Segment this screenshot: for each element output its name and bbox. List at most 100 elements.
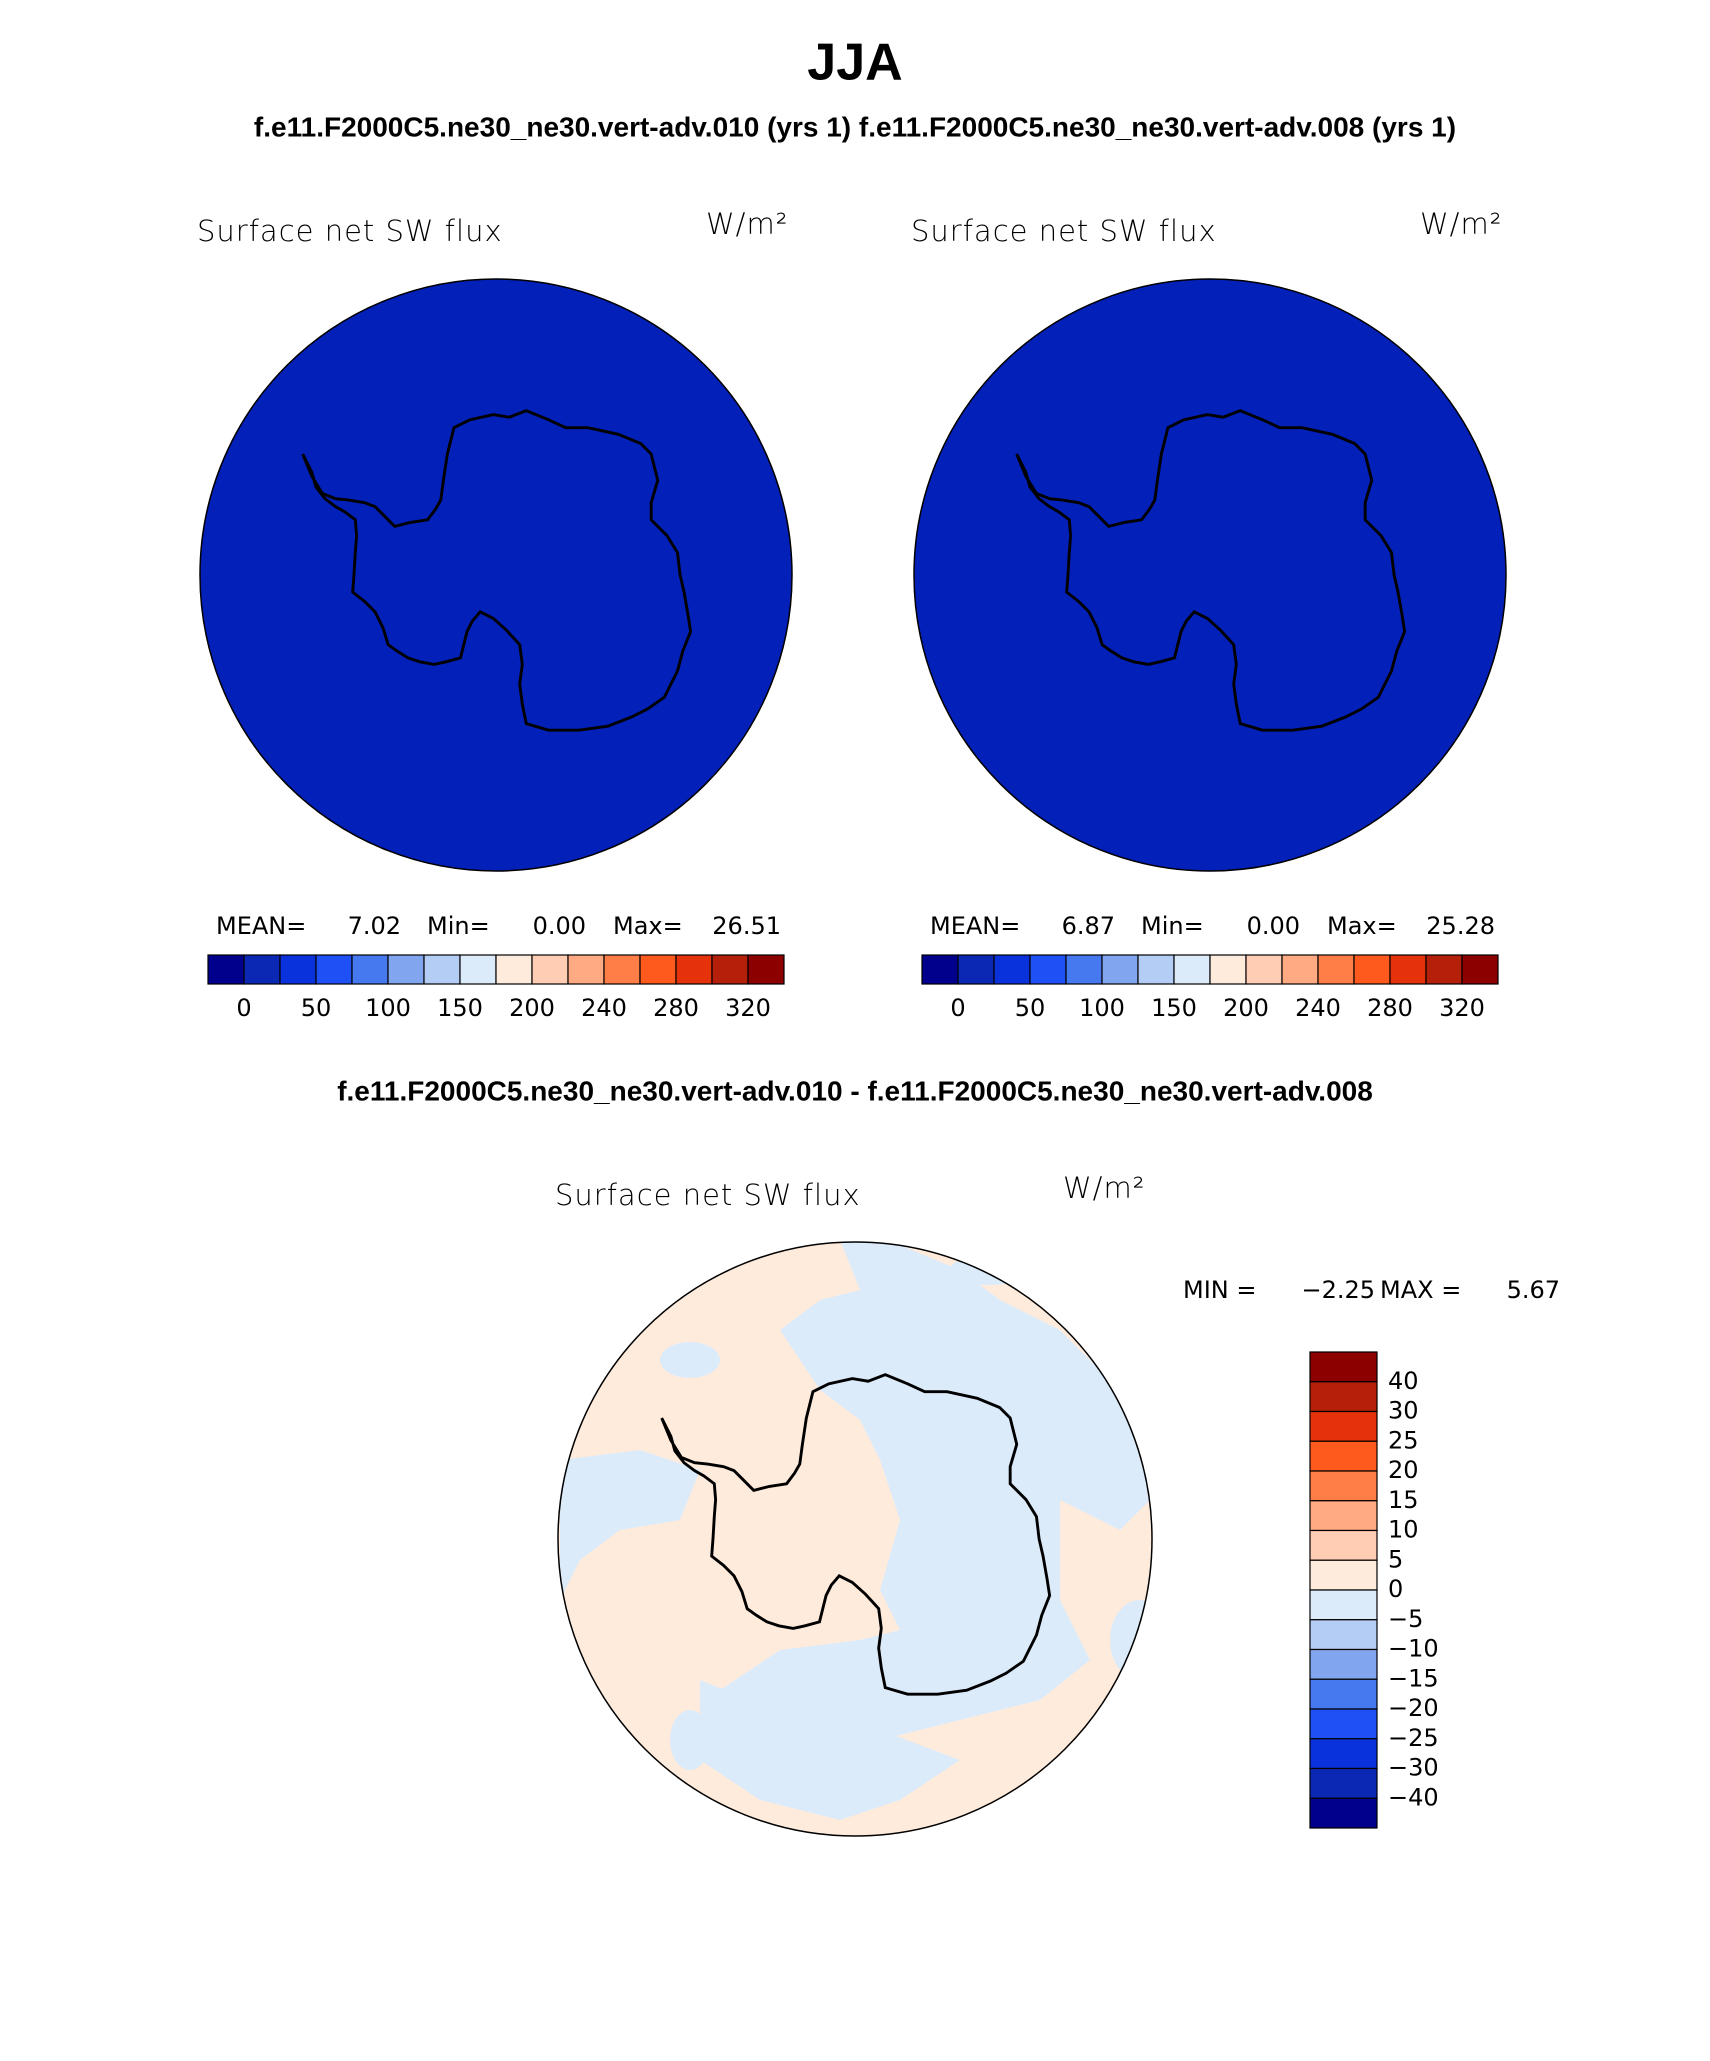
colorbar-label: −30	[1388, 1754, 1439, 1782]
stat-label: Max=	[1327, 912, 1397, 940]
colorbar-label: 40	[1388, 1367, 1419, 1395]
colorbar-box	[423, 954, 461, 985]
colorbar-box	[1309, 1500, 1378, 1532]
colorbar-box	[1309, 1351, 1378, 1383]
colorbar-label: 10	[1388, 1516, 1419, 1544]
colorbar-box	[921, 954, 959, 985]
colorbar-label: 320	[725, 994, 771, 1022]
colorbar-label: 50	[1015, 994, 1046, 1022]
colorbar-box	[1065, 954, 1103, 985]
colorbar-box	[1309, 1678, 1378, 1710]
colorbar-box	[1309, 1767, 1378, 1799]
colorbar-label: 240	[581, 994, 627, 1022]
colorbar-box	[675, 954, 713, 985]
colorbar-box	[1317, 954, 1355, 985]
colorbar-box	[1309, 1529, 1378, 1561]
colorbar-box	[1309, 1708, 1378, 1740]
difference-panel: Surface net SW flux W/m² MIN = −2.25 MAX…	[555, 1171, 1560, 1837]
difference-title: f.e11.F2000C5.ne30_ne30.vert-adv.010 - f…	[337, 1075, 1373, 1106]
stat-value: 25.28	[1426, 912, 1495, 940]
colorbar-box	[1309, 1648, 1378, 1680]
colorbar-label: 50	[301, 994, 332, 1022]
stat-label: MEAN=	[930, 912, 1020, 940]
panel-label: Surface net SW flux	[555, 1178, 861, 1212]
units: W/m²	[1063, 1171, 1145, 1205]
colorbar-box	[531, 954, 569, 985]
colorbar-label: 150	[437, 994, 483, 1022]
colorbar-label: 20	[1388, 1456, 1419, 1484]
colorbar-box	[1281, 954, 1319, 985]
colorbar-label: 25	[1388, 1426, 1419, 1454]
stat-value: 7.02	[348, 912, 401, 940]
colorbar-label: −40	[1388, 1783, 1439, 1811]
colorbar-box	[495, 954, 533, 985]
colorbar-label: 280	[1367, 994, 1413, 1022]
panel-label: Surface net SW flux	[197, 214, 503, 248]
colorbar-label: 15	[1388, 1486, 1419, 1514]
colorbar-label: 150	[1151, 994, 1197, 1022]
stat-value: 6.87	[1062, 912, 1115, 940]
colorbar-box	[1309, 1559, 1378, 1591]
panel: Surface net SW flux W/m² MEAN= 6.87 Min=…	[911, 207, 1507, 940]
map	[913, 278, 1507, 872]
colorbar-box	[711, 954, 749, 985]
colorbar-box	[993, 954, 1031, 985]
colorbar-label: 5	[1388, 1545, 1403, 1573]
stat-label: Max=	[613, 912, 683, 940]
colorbar-label: 100	[1079, 994, 1125, 1022]
colorbar-box	[603, 954, 641, 985]
colorbar-box	[1209, 954, 1247, 985]
panel: Surface net SW flux W/m² MEAN= 7.02 Min=…	[197, 207, 793, 940]
colorbar-box	[1425, 954, 1463, 985]
colorbar-label: 320	[1439, 994, 1485, 1022]
colorbar-box	[387, 954, 425, 985]
colorbar-box	[351, 954, 389, 985]
stat-value: 26.51	[712, 912, 781, 940]
colorbar-label: 0	[236, 994, 251, 1022]
colorbar-box	[1389, 954, 1427, 985]
colorbar-box	[1309, 1797, 1378, 1829]
stat-label: MAX =	[1380, 1276, 1461, 1304]
colorbar-box	[279, 954, 317, 985]
colorbar-box	[1137, 954, 1175, 985]
colorbar-label: −5	[1388, 1605, 1423, 1633]
colorbar-box	[1309, 1440, 1378, 1472]
colorbar-label: −15	[1388, 1664, 1439, 1692]
units: W/m²	[706, 207, 788, 241]
colorbar-label: 240	[1295, 994, 1341, 1022]
colorbar-box	[1101, 954, 1139, 985]
colorbar-box	[1353, 954, 1391, 985]
colorbar-box	[1461, 954, 1499, 985]
colorbar-label: 30	[1388, 1397, 1419, 1425]
colorbar-label: −20	[1388, 1694, 1439, 1722]
map-border	[557, 1241, 1153, 1837]
stat-label: MIN =	[1183, 1276, 1256, 1304]
units: W/m²	[1420, 207, 1502, 241]
colorbar-label: 0	[950, 994, 965, 1022]
colorbar-label: 0	[1388, 1575, 1403, 1603]
colorbar-label: 280	[653, 994, 699, 1022]
colorbar-label: −10	[1388, 1635, 1439, 1663]
stat-label: Min=	[1141, 912, 1204, 940]
subtitle: f.e11.F2000C5.ne30_ne30.vert-adv.010 (yr…	[254, 111, 1456, 142]
colorbar-label: 100	[365, 994, 411, 1022]
colorbar-box	[1029, 954, 1067, 985]
stat-label: Min=	[427, 912, 490, 940]
colorbar-box	[459, 954, 497, 985]
colorbar-box	[1173, 954, 1211, 985]
colorbar-box	[1309, 1589, 1378, 1621]
colorbar-label: 200	[509, 994, 555, 1022]
colorbar-box	[957, 954, 995, 985]
colorbar-box	[243, 954, 281, 985]
negative-area	[560, 1242, 1152, 1820]
stat-value: −2.25	[1301, 1276, 1375, 1304]
panel-label: Surface net SW flux	[911, 214, 1217, 248]
colorbar-label: 200	[1223, 994, 1269, 1022]
colorbar-box	[567, 954, 605, 985]
colorbar-box	[315, 954, 353, 985]
colorbar-box	[1309, 1470, 1378, 1502]
map	[199, 278, 793, 872]
colorbar-box	[1309, 1738, 1378, 1770]
colorbar-box	[747, 954, 785, 985]
colorbar-box	[1309, 1619, 1378, 1651]
